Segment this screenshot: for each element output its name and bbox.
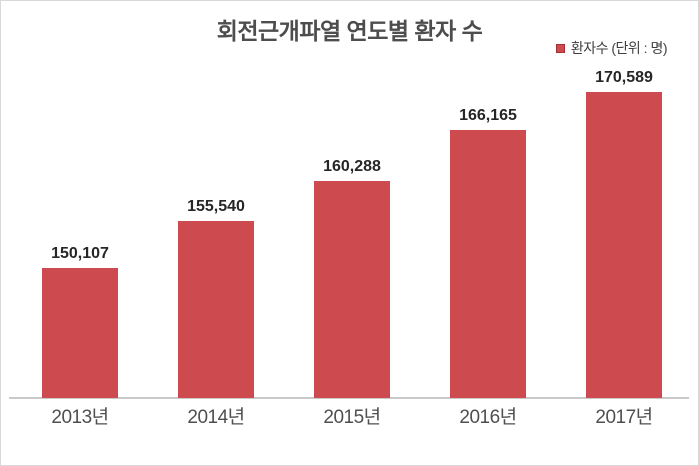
bar-2013년 — [42, 268, 118, 398]
x-axis-tick-label: 2015년 — [323, 407, 381, 428]
bar-value-label: 166,165 — [459, 107, 517, 124]
bar-2015년 — [314, 181, 390, 398]
legend-label: 환자수 (단위 : 명) — [570, 40, 668, 56]
x-axis-line — [9, 397, 689, 399]
bar-value-label: 160,288 — [323, 158, 381, 175]
bar-2014년 — [178, 221, 254, 398]
x-axis-tick-label: 2013년 — [51, 407, 109, 428]
bar-value-label: 170,589 — [595, 69, 653, 86]
bar-value-label: 155,540 — [187, 198, 245, 215]
chart-title: 회전근개파열 연도별 환자 수 — [216, 18, 483, 44]
x-axis-tick-label: 2014년 — [187, 407, 245, 428]
x-axis-tick-label: 2017년 — [595, 407, 653, 428]
bar-2017년 — [586, 92, 662, 398]
legend: 환자수 (단위 : 명) — [555, 38, 668, 58]
x-axis-tick-label: 2016년 — [459, 407, 517, 428]
bar-2016년 — [450, 130, 526, 398]
bar-value-label: 150,107 — [51, 245, 109, 262]
legend-marker-square-icon — [555, 43, 565, 53]
